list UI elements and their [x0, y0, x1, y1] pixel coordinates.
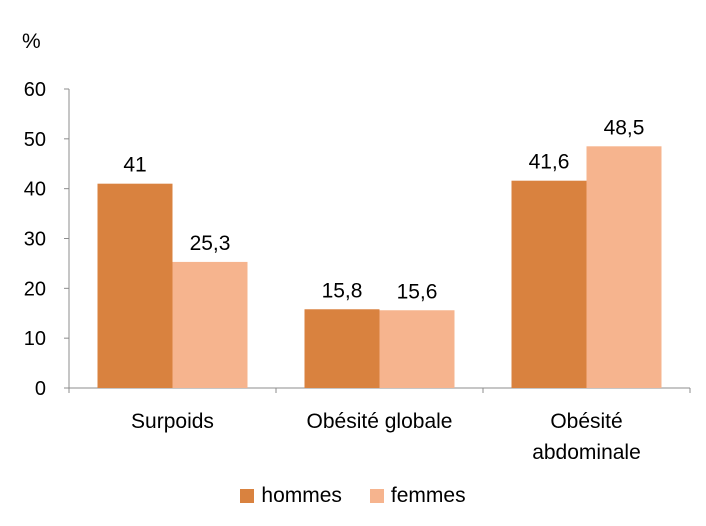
data-label-hommes: 41	[123, 154, 146, 177]
legend: hommes femmes	[0, 484, 706, 508]
bar-hommes	[304, 309, 380, 388]
y-tick-label: 30	[24, 229, 46, 251]
y-unit-label: %	[22, 30, 41, 53]
y-tick-label: 10	[24, 328, 46, 350]
y-tick-label: 20	[24, 278, 46, 300]
bars	[97, 146, 662, 388]
x-category-label: abdominale	[532, 441, 641, 464]
bar-hommes	[511, 180, 587, 388]
bar-hommes	[97, 183, 173, 388]
y-tick-label: 60	[24, 79, 46, 101]
data-label-hommes: 15,8	[322, 279, 363, 302]
legend-label-hommes: hommes	[261, 484, 342, 507]
bar-femmes	[172, 261, 248, 388]
legend-label-femmes: femmes	[390, 484, 466, 507]
legend-item-hommes: hommes	[240, 484, 342, 508]
data-label-hommes: 41,6	[529, 151, 570, 174]
x-category-label: Obésité globale	[307, 410, 453, 433]
x-category-label: Obésité	[550, 410, 622, 433]
y-tick-label: 50	[24, 129, 46, 151]
y-tick-label: 0	[35, 378, 46, 400]
bar-femmes	[379, 310, 455, 388]
legend-swatch-hommes	[240, 489, 255, 503]
bar-femmes	[586, 146, 662, 388]
labels: % 41 25,3 Surpoids 15,8 15,6 Obésité globale 41…	[22, 30, 644, 464]
data-label-femmes: 48,5	[604, 116, 645, 139]
data-label-femmes: 25,3	[190, 232, 231, 255]
legend-item-femmes: femmes	[369, 484, 466, 508]
x-category-label: Surpoids	[131, 410, 214, 433]
data-label-femmes: 15,6	[397, 280, 438, 303]
y-tick-label: 40	[24, 179, 46, 201]
legend-swatch-femmes	[369, 489, 384, 503]
axes: 0 10 20 30 40 50 60	[24, 79, 691, 400]
